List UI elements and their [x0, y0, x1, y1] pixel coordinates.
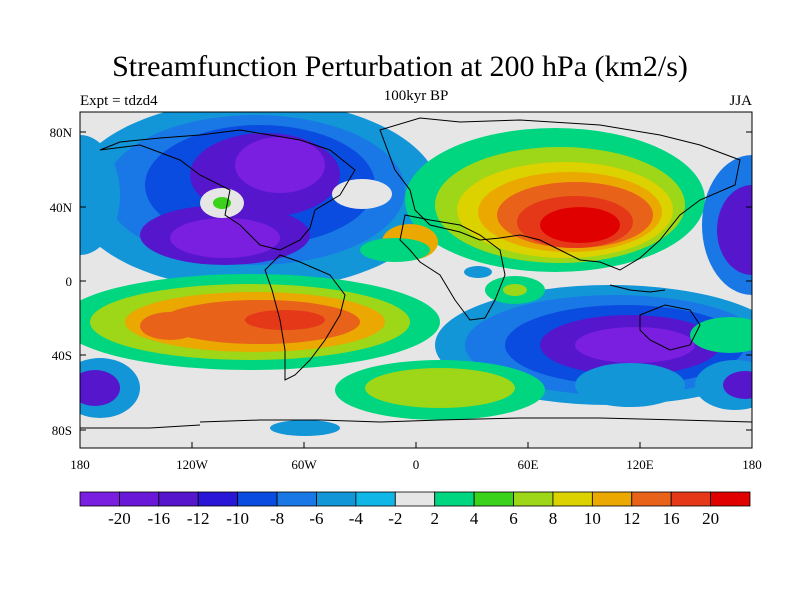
colorbar-label: -8 — [270, 509, 284, 528]
experiment-label: Expt = tdzd4 — [80, 93, 158, 109]
page-title: Streamfunction Perturbation at 200 hPa (… — [112, 50, 688, 83]
colorbar-swatch — [119, 491, 160, 507]
colorbar-label: 12 — [623, 509, 640, 528]
lat-tick-label: 40N — [50, 200, 73, 215]
lon-tick-label: 120W — [176, 457, 209, 472]
colorbar-swatch — [591, 491, 633, 507]
period-label: 100kyr BP — [383, 88, 449, 104]
lon-tick-label: 120E — [626, 457, 654, 472]
lon-tick-label: 180 — [70, 457, 90, 472]
colorbar-label: 8 — [549, 509, 558, 528]
colorbar-label: -4 — [349, 509, 364, 528]
colorbar-swatch — [631, 491, 672, 507]
colorbar-swatch — [670, 491, 711, 507]
colorbar-swatch — [434, 491, 475, 507]
colorbar-label: -10 — [226, 509, 249, 528]
lat-tick-label: 80S — [52, 423, 72, 438]
colorbar-label: -2 — [388, 509, 402, 528]
lon-tick-label: 0 — [413, 457, 420, 472]
colorbar-swatch — [276, 491, 317, 507]
colorbar-swatch — [710, 491, 751, 507]
colorbar-label: 6 — [509, 509, 518, 528]
colorbar-label: 2 — [430, 509, 439, 528]
colorbar-label: 16 — [663, 509, 680, 528]
colorbar-swatch — [473, 491, 514, 507]
latitude-labels: 80N 40N 0 40S 80S — [50, 125, 73, 438]
colorbar-label: -16 — [147, 509, 170, 528]
colorbar-labels: -20 -16 -12 -10 -8 -6 -4 -2 2 4 6 8 10 12 16 20 — [108, 509, 719, 528]
colorbar-label: -12 — [187, 509, 210, 528]
colorbar-label: 20 — [702, 509, 719, 528]
colorbar-swatch — [197, 491, 239, 507]
lon-tick-label: 60W — [291, 457, 317, 472]
colorbar-swatch — [237, 491, 278, 507]
colorbar-swatch — [513, 491, 554, 507]
lon-tick-label: 60E — [518, 457, 539, 472]
colorbar-swatch — [79, 491, 120, 507]
lat-tick-label: 0 — [66, 274, 73, 289]
colorbar-label: -20 — [108, 509, 131, 528]
contour-field — [80, 112, 752, 436]
colorbar-swatch — [316, 491, 357, 507]
colorbar-swatch — [158, 491, 199, 507]
lat-tick-label: 40S — [52, 348, 72, 363]
lon-tick-label: 180 — [742, 457, 762, 472]
colorbar-swatch — [355, 491, 396, 507]
colorbar — [79, 491, 751, 507]
coastlines — [80, 117, 752, 429]
lat-tick-label: 80N — [50, 125, 73, 140]
colorbar-label: -6 — [309, 509, 323, 528]
colorbar-swatch — [552, 491, 593, 507]
colorbar-label: 4 — [470, 509, 479, 528]
colorbar-label: 10 — [584, 509, 601, 528]
longitude-labels: 180 120W 60W 0 60E 120E 180 — [70, 457, 762, 472]
colorbar-swatch — [394, 491, 436, 507]
axis-ticks — [80, 131, 752, 448]
season-label: JJA — [729, 93, 752, 109]
